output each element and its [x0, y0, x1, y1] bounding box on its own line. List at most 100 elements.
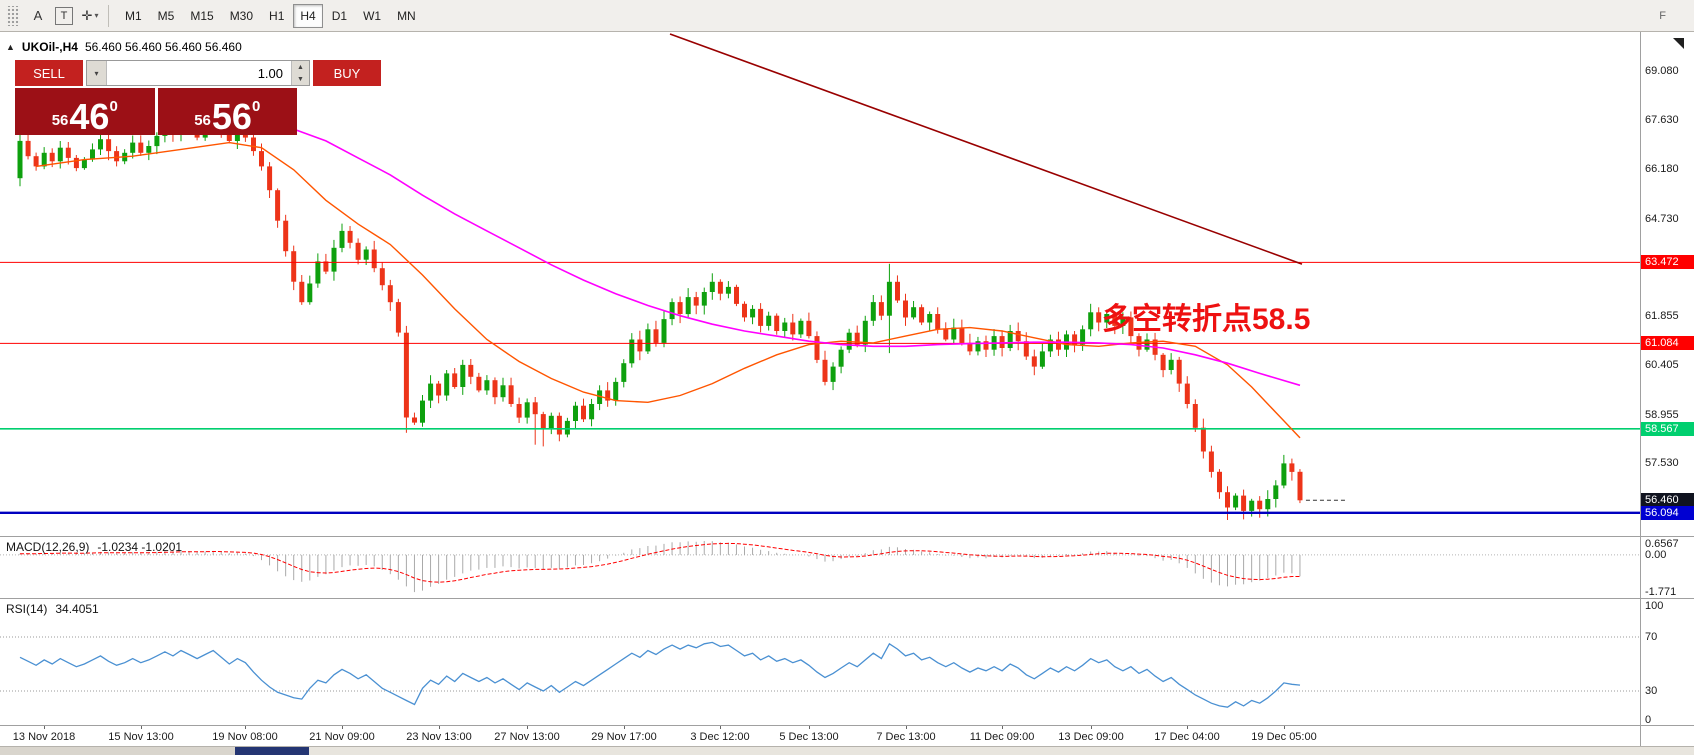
- crosshair-icon: ✛: [81, 7, 93, 23]
- date-tick: [44, 726, 45, 729]
- timeframe-m30[interactable]: M30: [223, 4, 260, 28]
- price-axis[interactable]: 69.080 67.630 66.180 64.730 61.855 60.405 58.9…: [1640, 32, 1694, 536]
- chart-area: ▲ UKOil-,H4 56.460 56.460 56.460 56.460 …: [0, 32, 1694, 755]
- rsi-value: 34.4051: [55, 602, 99, 616]
- text-tool-button[interactable]: T: [52, 4, 76, 28]
- volume-dropdown-button[interactable]: ▾: [87, 61, 107, 85]
- price-badge: 63.472: [1641, 255, 1694, 269]
- volume-up-button[interactable]: ▲: [292, 61, 309, 73]
- text-tool-icon: T: [55, 6, 73, 25]
- label-tool-button[interactable]: A: [26, 4, 50, 28]
- date-axis-label: 5 Dec 13:00: [779, 731, 839, 743]
- price-axis-label: 67.630: [1645, 114, 1679, 126]
- date-tick: [342, 726, 343, 729]
- price-badge: 58.567: [1641, 422, 1694, 436]
- price-axis-label: 69.080: [1645, 65, 1679, 77]
- date-axis-label: 13 Dec 09:00: [1058, 731, 1124, 743]
- date-tick: [141, 726, 142, 729]
- timeframe-h1[interactable]: H1: [262, 4, 291, 28]
- date-axis-label: 27 Nov 13:00: [494, 731, 560, 743]
- timeframe-m5[interactable]: M5: [151, 4, 182, 28]
- date-tick: [527, 726, 528, 729]
- rsi-axis-label: 30: [1645, 685, 1658, 697]
- label-tool-glyph: A: [33, 8, 43, 23]
- date-tick: [1091, 726, 1092, 729]
- date-tick: [906, 726, 907, 729]
- bid-price-display[interactable]: 56 46 0: [15, 88, 155, 135]
- date-axis-label: 17 Dec 04:00: [1154, 731, 1220, 743]
- toolbar: A T ✛ ▾ M1 M5 M15 M30 H1 H4 D1 W1 MN F: [0, 0, 1694, 32]
- bid-pips: 46: [69, 96, 110, 137]
- macd-plot[interactable]: [0, 537, 1640, 598]
- date-axis-label: 29 Nov 17:00: [591, 731, 657, 743]
- volume-down-button[interactable]: ▼: [292, 73, 309, 85]
- date-axis-label: 21 Nov 09:00: [309, 731, 375, 743]
- macd-axis[interactable]: 0.6567 0.00 -1.771: [1640, 537, 1694, 598]
- chevron-down-icon: ▾: [94, 11, 99, 20]
- macd-values: -1.0234 -1.0201: [97, 540, 183, 554]
- timeframe-mn[interactable]: MN: [390, 4, 423, 28]
- price-badge: 56.094: [1641, 506, 1694, 520]
- price-axis-label: 58.955: [1645, 409, 1679, 421]
- macd-axis-label: 0.00: [1645, 549, 1667, 561]
- timeframe-m1[interactable]: M1: [118, 4, 149, 28]
- rsi-panel: RSI(14) 34.4051 100 70 30 0: [0, 599, 1694, 726]
- timeframe-h4[interactable]: H4: [293, 3, 323, 28]
- price-axis-label: 66.180: [1645, 163, 1679, 175]
- date-axis-label: 19 Dec 05:00: [1251, 731, 1317, 743]
- main-chart-panel: ▲ UKOil-,H4 56.460 56.460 56.460 56.460 …: [0, 32, 1694, 537]
- bottom-scrollbar[interactable]: [0, 747, 1694, 755]
- volume-spinner: ▲ ▼: [291, 61, 309, 85]
- macd-axis-label: -1.771: [1645, 586, 1677, 598]
- sell-button[interactable]: SELL: [15, 60, 83, 86]
- one-click-toggle-icon[interactable]: ▲: [6, 42, 15, 52]
- date-tick: [1187, 726, 1188, 729]
- scrollbar-track-left[interactable]: [0, 747, 235, 755]
- rsi-axis-label: 100: [1645, 600, 1664, 612]
- timeframe-buttons: M1 M5 M15 M30 H1 H4 D1 W1 MN: [117, 3, 424, 28]
- crosshair-tool-button[interactable]: ✛ ▾: [78, 4, 102, 28]
- bid-big-figure: 56: [51, 112, 69, 129]
- macd-label: MACD(12,26,9) -1.0234 -1.0201: [6, 540, 182, 554]
- price-displays-row: 56 46 0 56 56 0: [15, 88, 297, 135]
- timeframe-m15[interactable]: M15: [183, 4, 220, 28]
- ohlc-quotes: 56.460 56.460 56.460 56.460: [84, 40, 242, 54]
- date-axis-label: 7 Dec 13:00: [876, 731, 936, 743]
- price-axis-label: 64.730: [1645, 213, 1679, 225]
- macd-name: MACD(12,26,9): [6, 540, 90, 554]
- date-axis-corner: [1640, 726, 1694, 746]
- macd-panel: MACD(12,26,9) -1.0234 -1.0201 0.6567 0.00…: [0, 537, 1694, 599]
- price-axis-label: 60.405: [1645, 359, 1679, 371]
- timeframe-w1[interactable]: W1: [356, 4, 388, 28]
- chart-title: ▲ UKOil-,H4 56.460 56.460 56.460 56.460: [6, 40, 242, 54]
- date-tick: [720, 726, 721, 729]
- rsi-axis-label: 70: [1645, 631, 1658, 643]
- date-axis[interactable]: 13 Nov 2018 15 Nov 13:00 19 Nov 08:00 21 No…: [0, 726, 1694, 747]
- volume-input[interactable]: [107, 61, 291, 85]
- ask-big-figure: 56: [194, 112, 211, 129]
- main-plot[interactable]: [0, 32, 1640, 536]
- date-tick: [809, 726, 810, 729]
- trade-buttons-row: SELL ▾ ▲ ▼ BUY: [15, 60, 381, 86]
- rsi-plot[interactable]: [0, 599, 1640, 725]
- toolbar-corner-label: F: [1659, 9, 1666, 22]
- date-axis-label: 19 Nov 08:00: [212, 731, 278, 743]
- ask-price-display[interactable]: 56 56 0: [157, 88, 297, 135]
- price-axis-label: 57.530: [1645, 457, 1679, 469]
- date-tick: [245, 726, 246, 729]
- date-tick: [624, 726, 625, 729]
- price-badge: 56.460: [1641, 493, 1694, 507]
- ask-point: 0: [251, 98, 261, 115]
- bid-point: 0: [109, 98, 118, 115]
- date-tick: [439, 726, 440, 729]
- macd-axis-label: 0.6567: [1645, 538, 1679, 550]
- rsi-axis[interactable]: 100 70 30 0: [1640, 599, 1694, 725]
- timeframe-d1[interactable]: D1: [325, 4, 354, 28]
- rsi-label: RSI(14) 34.4051: [6, 602, 99, 616]
- buy-button[interactable]: BUY: [313, 60, 381, 86]
- date-axis-label: 15 Nov 13:00: [108, 731, 174, 743]
- date-axis-label: 3 Dec 12:00: [690, 731, 750, 743]
- scrollbar-thumb[interactable]: [235, 747, 309, 755]
- date-axis-label: 11 Dec 09:00: [969, 731, 1035, 743]
- toolbar-grip-icon: [6, 5, 20, 26]
